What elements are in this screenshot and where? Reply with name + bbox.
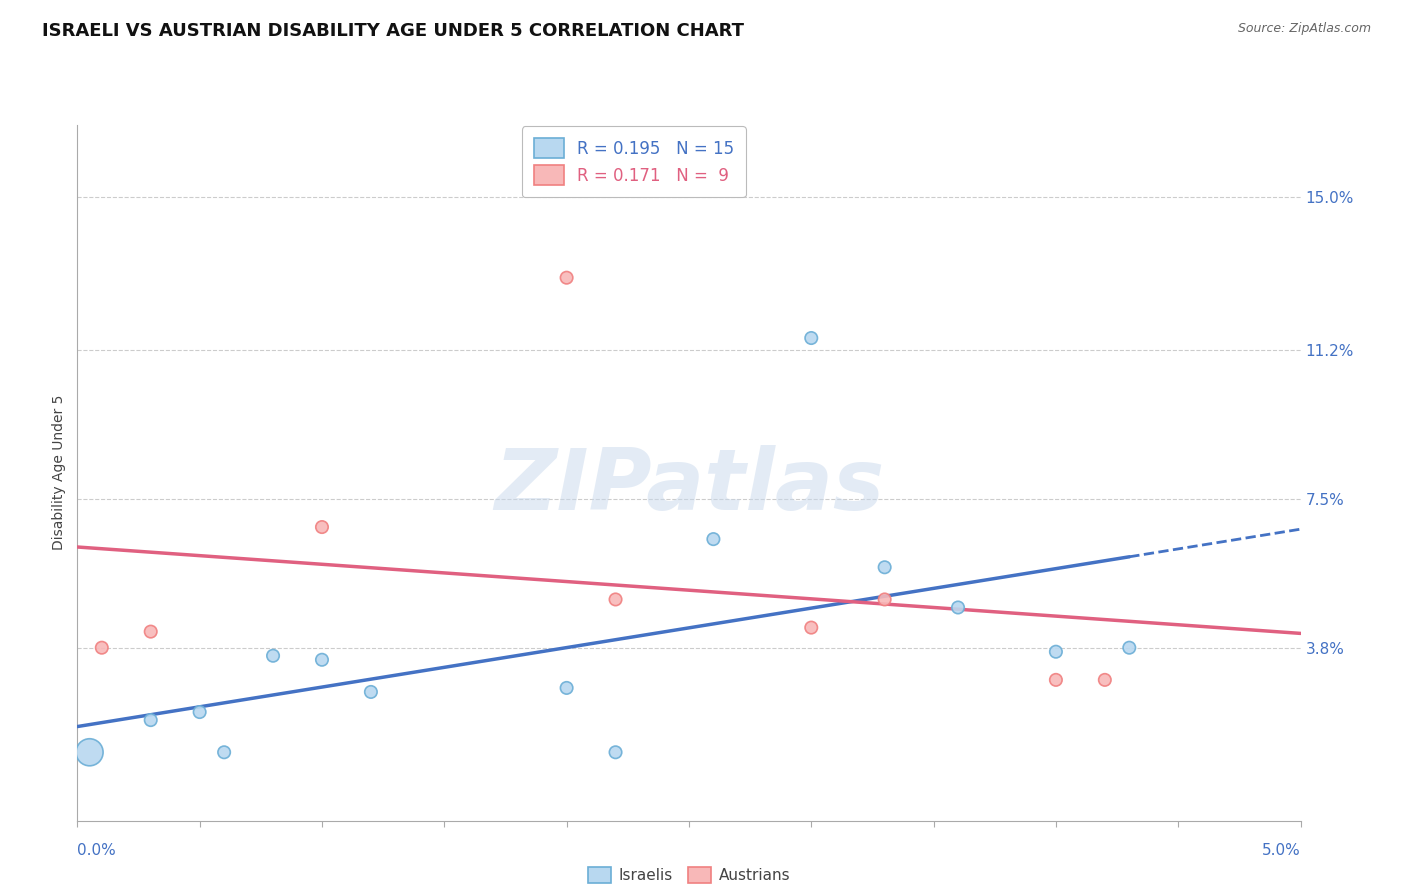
- Point: [1118, 640, 1140, 655]
- Point: [555, 681, 578, 695]
- Point: [212, 745, 235, 759]
- Point: [79, 745, 101, 759]
- Point: [873, 592, 896, 607]
- Point: [873, 560, 896, 574]
- Point: [90, 640, 112, 655]
- Point: [946, 600, 969, 615]
- Text: Source: ZipAtlas.com: Source: ZipAtlas.com: [1237, 22, 1371, 36]
- Y-axis label: Disability Age Under 5: Disability Age Under 5: [52, 395, 66, 550]
- Point: [188, 705, 211, 719]
- Point: [139, 624, 162, 639]
- Point: [1045, 673, 1067, 687]
- Text: 5.0%: 5.0%: [1261, 843, 1301, 858]
- Point: [1094, 673, 1116, 687]
- Point: [311, 653, 333, 667]
- Point: [139, 713, 162, 727]
- Point: [311, 520, 333, 534]
- Point: [702, 532, 724, 546]
- Point: [262, 648, 284, 663]
- Point: [605, 745, 627, 759]
- Point: [800, 621, 823, 635]
- Point: [1045, 645, 1067, 659]
- Point: [800, 331, 823, 345]
- Text: ZIPatlas: ZIPatlas: [494, 445, 884, 528]
- Legend: Israelis, Austrians: Israelis, Austrians: [582, 862, 796, 889]
- Text: ISRAELI VS AUSTRIAN DISABILITY AGE UNDER 5 CORRELATION CHART: ISRAELI VS AUSTRIAN DISABILITY AGE UNDER…: [42, 22, 744, 40]
- Point: [555, 270, 578, 285]
- Text: 0.0%: 0.0%: [77, 843, 117, 858]
- Point: [360, 685, 382, 699]
- Point: [605, 592, 627, 607]
